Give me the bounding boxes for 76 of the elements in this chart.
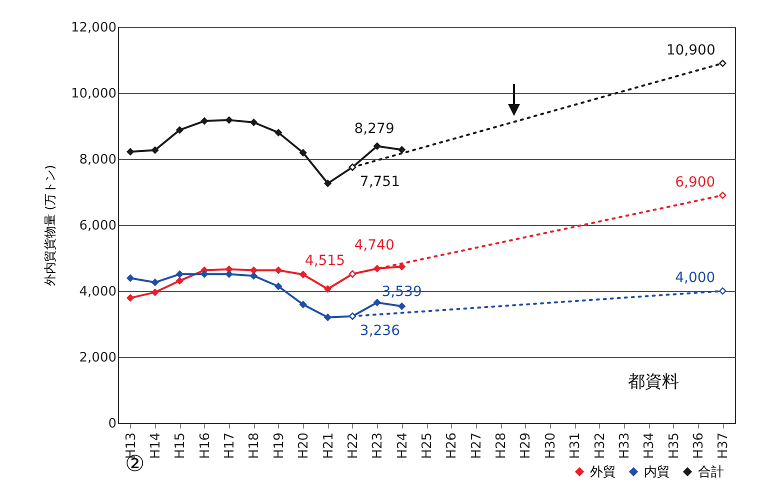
point — [719, 192, 726, 199]
annotation: 4,515 — [304, 253, 346, 270]
point — [299, 149, 307, 156]
x-tick-label: H22 — [346, 432, 361, 459]
point — [151, 278, 159, 286]
annotation: 8,279 — [354, 120, 394, 137]
point — [250, 118, 258, 126]
point — [126, 294, 134, 302]
y-tick-label: 6,000 — [79, 218, 116, 234]
point — [274, 282, 282, 290]
y-tick-label: 12,000 — [71, 20, 116, 36]
point — [398, 302, 406, 310]
point — [176, 126, 184, 134]
point — [126, 148, 134, 156]
point — [176, 270, 184, 278]
x-tick-label: H31 — [568, 432, 584, 459]
point — [200, 270, 208, 278]
x-tick-label: H16 — [198, 432, 213, 459]
x-tick-label: H33 — [617, 432, 632, 459]
x-tick-label: H18 — [247, 432, 262, 459]
x-tick-label: H26 — [444, 432, 460, 459]
annotation: 4,740 — [354, 238, 394, 254]
y-tick-label: 0 — [108, 416, 116, 432]
point — [324, 180, 332, 188]
annotation: 10,900 — [666, 42, 716, 58]
point — [176, 277, 184, 284]
point — [225, 116, 233, 124]
point — [126, 274, 134, 282]
annotation: 3,236 — [360, 323, 400, 340]
point — [274, 128, 282, 136]
x-tick-label: H28 — [494, 432, 510, 459]
point — [299, 270, 307, 278]
point — [299, 300, 307, 308]
legend-label: 内貿 — [644, 464, 670, 480]
x-tick-label: H34 — [642, 432, 658, 459]
x-tick-label: H23 — [370, 432, 386, 459]
x-tick-label: H37 — [716, 432, 732, 459]
point — [373, 298, 381, 306]
x-tick-label: H35 — [666, 432, 682, 459]
x-tick-label: H19 — [272, 432, 287, 459]
x-tick-label: H20 — [296, 432, 312, 459]
y-tick-label: 10,000 — [71, 86, 116, 102]
point — [200, 117, 208, 125]
x-tick-label: H21 — [321, 432, 336, 459]
point — [225, 270, 233, 278]
point — [250, 272, 258, 280]
y-axis-title: 外内貿貨物量 (万トン) — [43, 164, 58, 286]
point — [324, 285, 332, 293]
point — [250, 266, 258, 274]
x-tick-label: H27 — [469, 432, 484, 459]
y-tick-label: 8,000 — [79, 152, 116, 168]
point — [719, 287, 726, 295]
x-tick-label: H24 — [395, 432, 410, 459]
point — [398, 146, 406, 154]
point — [151, 146, 159, 154]
x-tick-label: H25 — [420, 432, 435, 459]
legend-label: 外貿 — [590, 464, 616, 480]
point — [151, 288, 159, 296]
y-tick-label: 2,000 — [79, 350, 116, 366]
x-tick-label: H17 — [222, 432, 238, 459]
annotation: 都資料 — [628, 371, 679, 393]
annotation: 7,751 — [360, 174, 400, 190]
x-tick-label: H32 — [592, 432, 608, 459]
x-tick-label: H14 — [148, 432, 164, 459]
x-tick-label: H30 — [543, 432, 558, 459]
point — [324, 314, 332, 322]
x-tick-label: H15 — [173, 432, 188, 459]
point — [373, 142, 381, 150]
annotation: 4,000 — [675, 270, 716, 286]
annotation: 6,900 — [675, 174, 716, 190]
x-tick-label: H29 — [518, 432, 534, 459]
legend-label: 合計 — [698, 464, 724, 480]
y-tick-label: 4,000 — [79, 284, 116, 300]
x-tick-label: H36 — [691, 432, 706, 459]
point — [719, 60, 726, 67]
point — [274, 266, 282, 274]
